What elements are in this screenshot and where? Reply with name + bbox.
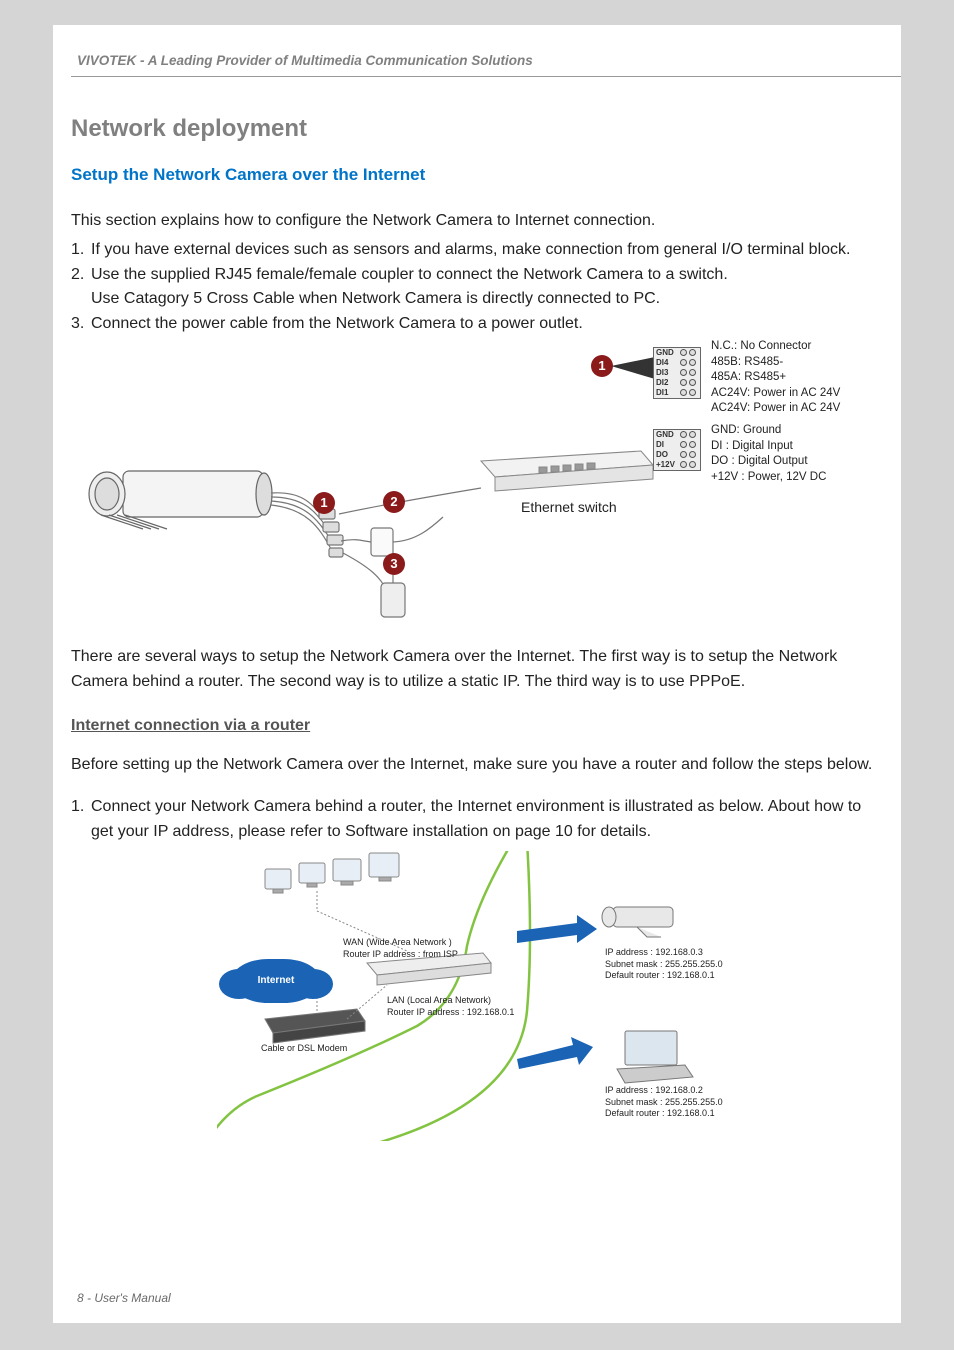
step-2: 2. Use the supplied RJ45 female/female c… — [71, 263, 883, 288]
legend-upper: N.C.: No Connector 485B: RS485- 485A: RS… — [711, 339, 840, 417]
middle-paragraph: There are several ways to setup the Netw… — [71, 645, 883, 695]
page-header: VIVOTEK - A Leading Provider of Multimed… — [71, 52, 901, 77]
internet-cloud: Internet — [231, 959, 321, 1003]
router-intro: Before setting up the Network Camera ove… — [71, 753, 883, 778]
camera-ip-label: IP address : 192.168.0.3 Subnet mask : 2… — [605, 947, 723, 982]
content-area: Network deployment Setup the Network Cam… — [71, 115, 883, 1141]
wan-label: WAN (Wide Area Network ) Router IP addre… — [343, 937, 458, 960]
network-topology-diagram: Internet WAN (Wide Area Network ) Router… — [217, 851, 737, 1141]
terminal-block-lower: GND DI DO +12V — [653, 429, 701, 471]
router-step-1: 1. Connect your Network Camera behind a … — [71, 795, 883, 845]
modem-label: Cable or DSL Modem — [261, 1043, 347, 1055]
step-2-cont: Use Catagory 5 Cross Cable when Network … — [71, 287, 883, 312]
heading-sub: Setup the Network Camera over the Intern… — [71, 165, 883, 185]
pointer-triangle — [611, 357, 659, 383]
terminal-block-upper: GND DI4 DI3 DI2 DI1 — [653, 347, 701, 399]
bullet-2: 2 — [383, 491, 405, 513]
page-footer: 8 - User's Manual — [77, 1291, 171, 1305]
intro-text: This section explains how to configure t… — [71, 209, 883, 234]
heading-router: Internet connection via a router — [71, 717, 883, 735]
step-list: 1. If you have external devices such as … — [71, 238, 883, 337]
router-steps: 1. Connect your Network Camera behind a … — [71, 795, 883, 845]
pc-ip-label: IP address : 192.168.0.2 Subnet mask : 2… — [605, 1085, 723, 1120]
step-1: 1. If you have external devices such as … — [71, 238, 883, 263]
ethernet-switch-label: Ethernet switch — [521, 499, 617, 515]
step-3: 3. Connect the power cable from the Netw… — [71, 312, 883, 337]
bullet-1: 1 — [313, 492, 335, 514]
connection-diagram: 1 2 3 1 GND DI4 DI3 DI2 DI1 N.C.: No Con… — [71, 343, 871, 633]
page: VIVOTEK - A Leading Provider of Multimed… — [53, 25, 901, 1323]
bullet-3: 3 — [383, 553, 405, 575]
lan-label: LAN (Local Area Network) Router IP addre… — [387, 995, 514, 1018]
header-title: VIVOTEK - A Leading Provider of Multimed… — [77, 53, 533, 68]
legend-lower: GND: Ground DI : Digital Input DO : Digi… — [711, 423, 826, 485]
heading-main: Network deployment — [71, 115, 883, 143]
bullet-1-top: 1 — [591, 355, 613, 377]
